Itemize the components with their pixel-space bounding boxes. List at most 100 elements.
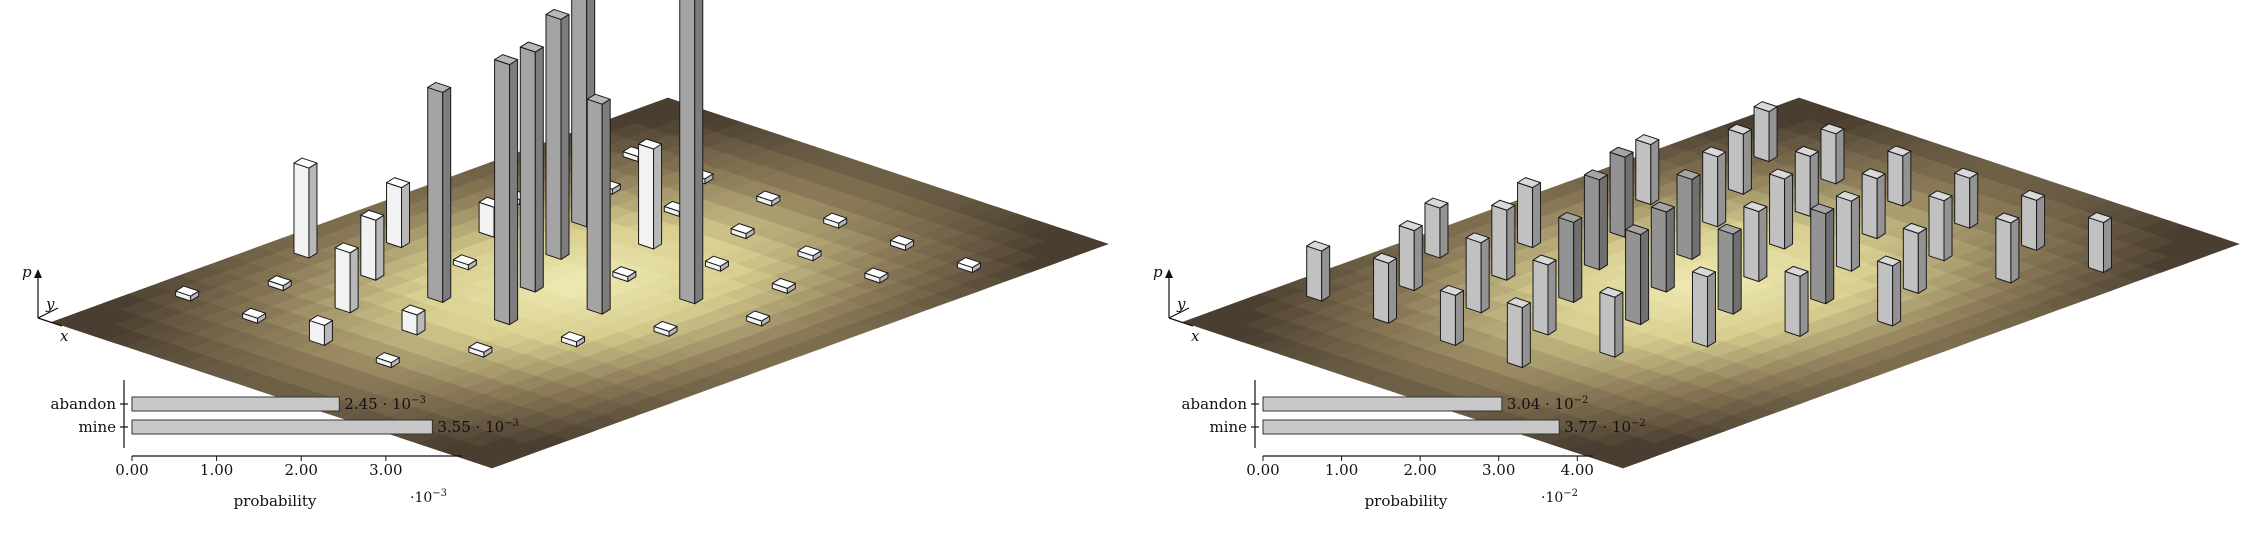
column-3d bbox=[2087, 212, 2112, 274]
column-3d bbox=[823, 212, 848, 229]
category-label-mine: mine bbox=[1209, 418, 1247, 436]
column-3d bbox=[1424, 197, 1449, 259]
column-3d bbox=[1676, 168, 1701, 260]
column-3d bbox=[2021, 189, 2046, 251]
column-3d bbox=[545, 8, 570, 260]
column-3d bbox=[1887, 145, 1912, 207]
x-axis-title: probability bbox=[1365, 492, 1448, 510]
column-3d bbox=[1820, 123, 1845, 185]
y-axis-label: y bbox=[1176, 295, 1186, 313]
column-3d bbox=[730, 223, 755, 240]
column-3d bbox=[267, 275, 292, 292]
column-3d bbox=[1635, 134, 1660, 206]
column-3d bbox=[1373, 252, 1398, 324]
column-3d bbox=[1995, 212, 2020, 284]
column-3d bbox=[1517, 177, 1542, 249]
column-3d bbox=[864, 267, 889, 284]
x-tick-label: 3.00 bbox=[1482, 461, 1515, 479]
column-3d bbox=[586, 93, 611, 315]
column-3d bbox=[1928, 190, 1953, 262]
column-3d bbox=[308, 314, 333, 346]
column-3d bbox=[704, 255, 729, 272]
column-3d bbox=[1558, 211, 1583, 303]
probability-bar-chart: abandon 3.04 · 10−2 mine 3.77 · 10−2 0.00 1.0… bbox=[1182, 380, 1646, 510]
column-3d bbox=[452, 254, 477, 271]
value-label-mine: 3.77 · 10−2 bbox=[1564, 418, 1646, 436]
column-3d bbox=[175, 285, 200, 302]
axis-triad bbox=[1165, 269, 1194, 327]
column-3d bbox=[1491, 199, 1516, 281]
x-axis-line bbox=[37, 317, 63, 327]
left-chart-panel: p y x abandon 2.45 · 10−3 mine 3.55 · 10−3 0.00… bbox=[22, 0, 1109, 510]
p-axis-label: p bbox=[22, 263, 32, 281]
column-3d bbox=[1954, 167, 1979, 229]
probability-bar-abandon bbox=[1262, 396, 1503, 412]
column-3d bbox=[242, 307, 267, 324]
x-tick-label: 0.00 bbox=[1246, 461, 1279, 479]
x-axis-title: probability bbox=[234, 492, 317, 510]
column-3d bbox=[560, 331, 585, 348]
value-label-abandon: 2.45 · 10−3 bbox=[344, 395, 426, 413]
category-label-abandon: abandon bbox=[51, 395, 117, 413]
p-axis-arrow bbox=[34, 269, 42, 278]
x-axis-label: x bbox=[60, 327, 69, 345]
column-3d bbox=[360, 209, 385, 281]
column-3d bbox=[956, 257, 981, 274]
column-3d bbox=[771, 277, 796, 294]
x-axis-line bbox=[1168, 317, 1194, 327]
probability-bar-chart: abandon 2.45 · 10−3 mine 3.55 · 10−3 0.00 1.0… bbox=[51, 380, 519, 510]
scale-factor-label: ·10−3 bbox=[410, 488, 447, 506]
column-3d bbox=[756, 190, 781, 207]
column-3d bbox=[1439, 284, 1464, 346]
right-chart-panel: p y x abandon 3.04 · 10−2 mine 3.77 · 10−2 0.00… bbox=[1131, 0, 2262, 540]
surface-plane bbox=[51, 97, 1109, 469]
probability-bar-mine bbox=[131, 419, 433, 435]
column-3d bbox=[375, 352, 400, 369]
columns-3d bbox=[175, 0, 981, 369]
value-label-abandon: 3.04 · 10−2 bbox=[1507, 395, 1589, 413]
column-3d bbox=[797, 245, 822, 262]
column-3d bbox=[1784, 265, 1809, 337]
column-3d bbox=[746, 310, 771, 327]
column-3d bbox=[1769, 168, 1794, 250]
category-label-abandon: abandon bbox=[1182, 395, 1248, 413]
column-3d bbox=[1599, 286, 1624, 358]
probability-bar-mine bbox=[1262, 419, 1560, 435]
column-3d bbox=[1306, 240, 1331, 302]
y-axis-line bbox=[1168, 307, 1190, 319]
column-3d bbox=[612, 266, 637, 283]
x-tick-label: 1.00 bbox=[1325, 461, 1358, 479]
column-3d bbox=[638, 138, 663, 250]
column-3d bbox=[890, 234, 915, 251]
column-3d bbox=[1691, 266, 1716, 348]
x-tick-label: 4.00 bbox=[1561, 461, 1594, 479]
column-3d bbox=[401, 304, 426, 336]
probability-bar-abandon bbox=[131, 396, 340, 412]
category-label-mine: mine bbox=[78, 418, 116, 436]
value-label-mine: 3.55 · 10−3 bbox=[437, 418, 519, 436]
p-axis-arrow bbox=[1165, 269, 1173, 278]
left-chart-svg: pyx abandon 2.45 · 10−3 mine 3.55 · 10−3 0.00… bbox=[22, 0, 1109, 510]
column-3d bbox=[1398, 220, 1423, 292]
column-3d bbox=[679, 0, 704, 305]
column-3d bbox=[1743, 201, 1768, 283]
column-3d bbox=[1810, 203, 1835, 305]
column-3d bbox=[1877, 255, 1902, 327]
x-tick-label: 0.00 bbox=[115, 461, 148, 479]
column-3d bbox=[1753, 101, 1778, 163]
p-axis-label: p bbox=[1153, 263, 1163, 281]
right-chart-svg: pyx abandon 3.04 · 10−2 mine 3.77 · 10−2 0.00… bbox=[1153, 97, 2240, 510]
column-3d bbox=[1583, 169, 1608, 271]
column-3d bbox=[334, 242, 359, 314]
column-3d bbox=[1609, 146, 1634, 238]
column-3d bbox=[1625, 224, 1650, 326]
column-3d bbox=[293, 157, 318, 259]
x-tick-label: 3.00 bbox=[369, 461, 402, 479]
column-3d bbox=[1717, 223, 1742, 315]
column-3d bbox=[653, 320, 678, 337]
column-3d bbox=[1835, 190, 1860, 272]
column-3d bbox=[386, 177, 411, 249]
x-tick-label: 2.00 bbox=[1403, 461, 1436, 479]
column-3d bbox=[1650, 201, 1675, 293]
column-3d bbox=[468, 341, 493, 358]
